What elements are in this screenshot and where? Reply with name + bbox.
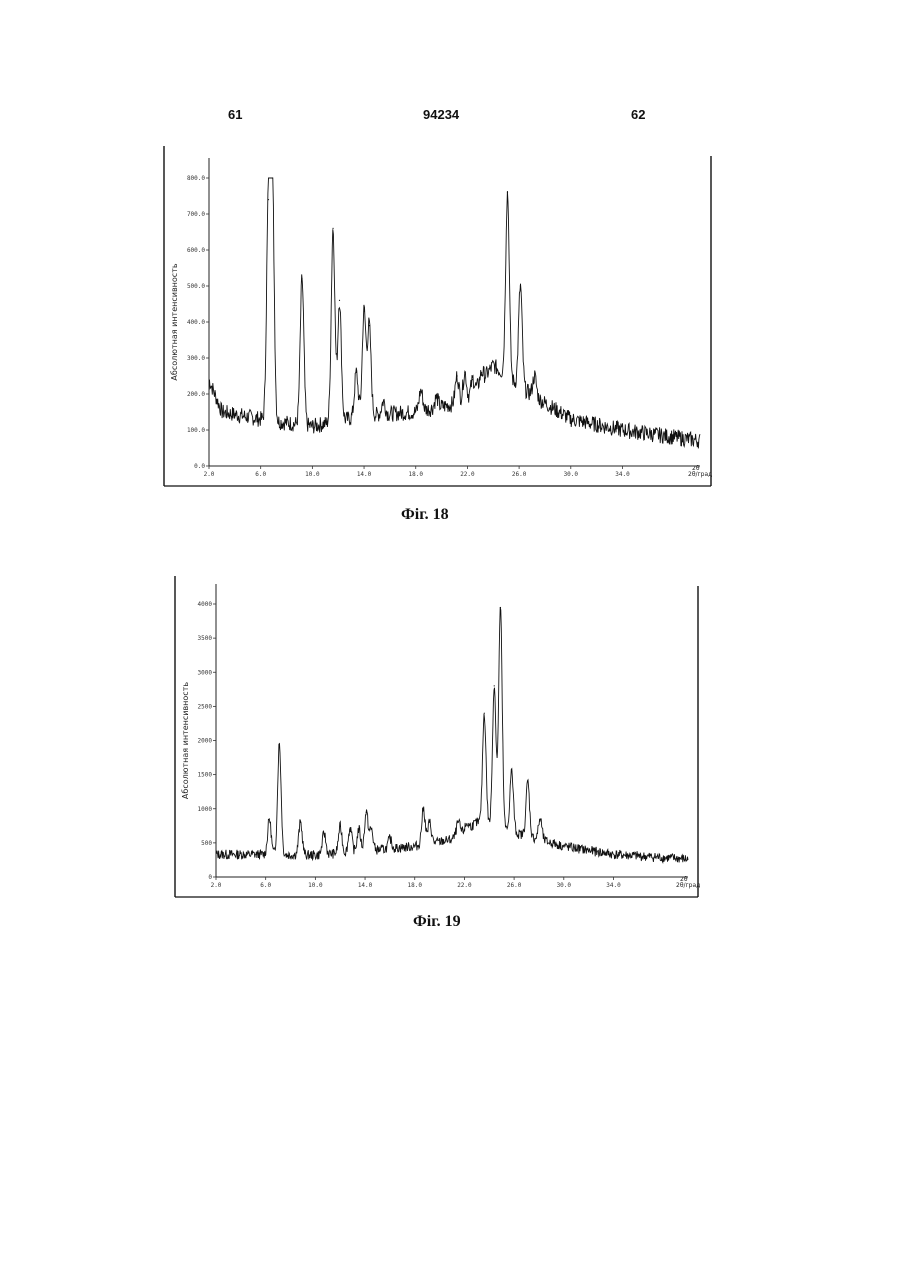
y-tick-label: 1000 [198,806,213,813]
y-tick-label: 0 [208,874,212,881]
y-tick-label: 3000 [198,669,213,676]
peak-point [366,812,367,813]
y-tick-label: 2500 [198,703,213,710]
peak-point [423,808,424,809]
x-tick-label: 30.0 [557,882,572,889]
peak-point [350,827,351,828]
x-tick-label: 6.0 [260,882,271,889]
peak-point [358,829,359,830]
peak-point [540,818,541,819]
peak-point [279,743,280,744]
x-tick-label: 18.0 [408,882,423,889]
figure-caption-18: Фіг. 18 [401,506,449,524]
figure-caption-19: Фіг. 19 [413,913,461,931]
peak-point [494,685,495,686]
y-tick-label: 3500 [198,635,213,642]
peak-point [500,607,501,608]
x-tick-label: 34.0 [606,882,621,889]
y-tick-label: 500 [201,840,212,847]
x-tick-label: 14.0 [358,882,373,889]
peak-point [527,781,528,782]
peak-point [429,822,430,823]
peak-point [389,838,390,839]
peak-point [371,829,372,830]
y-tick-label: 2000 [198,738,213,745]
diffraction-trace [216,607,688,862]
y-tick-label: 1500 [198,772,213,779]
peak-point [511,771,512,772]
x-tick-label: 10.0 [308,882,323,889]
y-tick-label: 4000 [198,601,213,608]
peak-point [458,822,459,823]
x-tick-label: 22.0 [457,882,472,889]
peak-point [300,822,301,823]
peak-point [323,833,324,834]
peak-point [269,818,270,819]
x-tick-label: 26.0 [507,882,522,889]
y-axis-label: Абсолютная интенсивность [181,682,190,799]
x-tick-label: 2.0 [211,882,222,889]
peak-point [466,823,467,824]
x-axis-unit-label: 2θ/град [676,882,700,889]
peak-point [484,713,485,714]
peak-point [340,826,341,827]
